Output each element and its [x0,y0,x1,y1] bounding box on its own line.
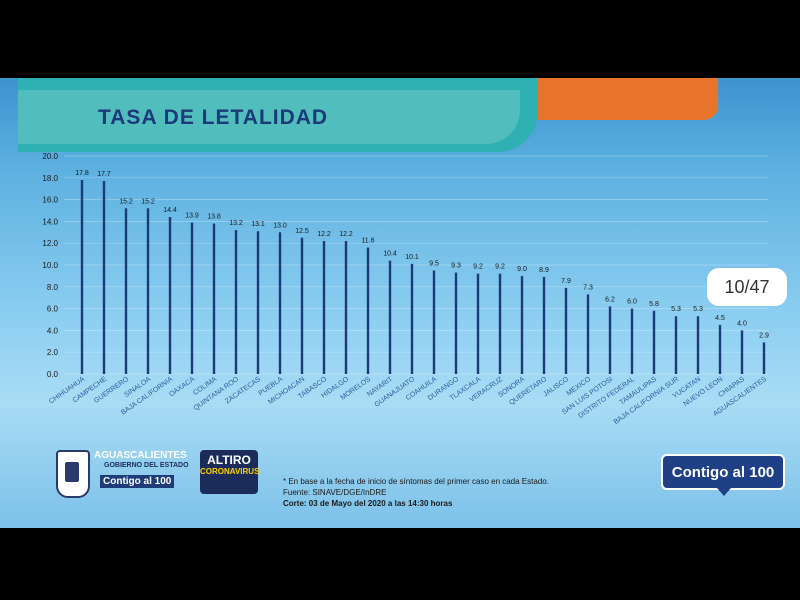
data-label: 14.4 [163,207,177,214]
altiro-coronavirus-logo: ALTIRO CORONAVIRUS [200,450,260,494]
bar [102,181,106,374]
y-tick-label: 14.0 [42,217,58,226]
altiro-text: ALTIRO [207,453,251,467]
data-label: 4.0 [737,320,747,327]
logo-gobierno: GOBIERNO DEL ESTADO [104,462,189,469]
bar [718,324,722,374]
bar [608,306,612,374]
y-tick-label: 10.0 [42,261,58,270]
data-label: 6.0 [627,299,637,306]
data-label: 7.9 [561,278,571,285]
data-label: 17.7 [97,171,111,178]
y-tick-label: 2.0 [47,348,59,357]
bar [498,273,502,374]
bar [124,208,128,374]
data-label: 5.8 [649,301,659,308]
bar [476,273,480,374]
bar [388,260,392,374]
data-label: 9.2 [495,264,505,271]
data-label: 13.1 [251,221,265,228]
y-tick-label: 16.0 [42,196,58,205]
data-label: 8.9 [539,267,549,274]
bar [256,231,260,374]
bar [696,316,700,374]
bar [168,217,172,374]
y-tick-label: 6.0 [47,305,59,314]
bar [432,270,436,374]
bar [80,179,84,374]
y-tick-label: 8.0 [47,283,59,292]
logo-contigo-small: Contigo al 100 [100,475,175,488]
data-label: 13.8 [207,214,221,221]
footnote-cutoff: Corte: 03 de Mayo del 2020 a las 14:30 h… [283,499,453,508]
bar [190,222,194,374]
y-tick-label: 18.0 [42,174,58,183]
aguascalientes-logo: AGUASCALIENTES GOBIERNO DEL ESTADO Conti… [56,450,189,500]
y-tick-label: 20.0 [42,152,58,161]
chart-title: TASA DE LETALIDAD [98,106,329,129]
bar [234,230,238,374]
coronavirus-text: CORONAVIRUS [200,467,260,476]
data-label: 4.5 [715,315,725,322]
y-tick-label: 0.0 [47,370,59,379]
page-counter[interactable]: 10/47 [707,268,787,306]
data-label: 7.3 [583,284,593,291]
bar-chart: 0.0 2.0 4.0 6.0 8.0 10.0 12.0 14.0 16.0 18.0 20.0 1… [42,152,769,426]
data-label: 6.2 [605,296,615,303]
data-label: 11.6 [361,238,374,245]
bar [674,316,678,374]
bar [652,310,656,374]
bar [278,232,282,374]
crest-icon [56,450,90,498]
contigo-al-100-badge: Contigo al 100 [661,454,785,496]
bar [586,294,590,374]
data-label: 9.3 [451,263,461,270]
data-label: 13.0 [273,222,287,229]
bar [212,223,216,374]
data-label: 13.9 [185,212,199,219]
bar [454,272,458,374]
bar [146,208,150,374]
data-label: 10.1 [405,254,419,261]
data-label: 12.2 [339,231,353,238]
bar [520,275,524,374]
data-label: 13.2 [229,220,243,227]
logo-state-name: AGUASCALIENTES [94,450,187,461]
data-label: 2.9 [759,332,769,339]
footnote-source: Fuente: SINAVE/DGE/InDRE [283,488,387,497]
y-tick-label: 12.0 [42,239,58,248]
data-label: 9.5 [429,260,439,267]
bar [762,342,766,374]
slide: TASA DE LETALIDAD 0.0 2.0 4.0 6.0 8.0 10.0 12.… [0,78,800,528]
data-label: 12.5 [295,228,309,235]
y-tick-label: 4.0 [47,326,59,335]
data-label: 15.2 [119,198,133,205]
data-label: 5.3 [693,306,703,313]
footnotes: * En base a la fecha de inicio de síntom… [283,476,549,509]
x-tick-label: OAXACA [168,376,196,399]
data-label: 9.2 [473,264,483,271]
data-label: 5.3 [671,306,681,313]
title-band [18,90,520,144]
data-label: 9.0 [517,266,527,273]
bar [300,237,304,374]
x-tick-label: JALISCO [542,376,570,399]
bar [542,276,546,374]
footnote-basis: * En base a la fecha de inicio de síntom… [283,477,549,486]
bar [322,241,326,374]
bar [410,263,414,374]
x-tick-label: CHIHUAHUA [48,376,86,406]
data-label: 12.2 [317,231,331,238]
data-label: 17.8 [75,170,89,177]
bar [630,308,634,374]
data-label: 15.2 [141,198,155,205]
bar [366,247,370,374]
bar [344,241,348,374]
bar [740,330,744,374]
data-label: 10.4 [383,251,397,258]
bar [564,287,568,374]
